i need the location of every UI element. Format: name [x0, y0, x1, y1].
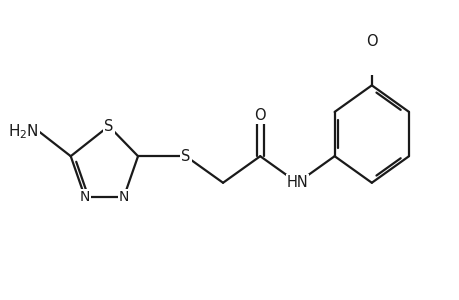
Text: N: N: [79, 190, 90, 204]
Text: O: O: [254, 108, 265, 123]
Text: N: N: [118, 190, 129, 204]
Text: S: S: [104, 118, 113, 134]
Text: HN: HN: [286, 175, 308, 190]
Text: S: S: [181, 149, 190, 164]
Text: O: O: [365, 34, 377, 49]
Text: H$_2$N: H$_2$N: [8, 122, 39, 141]
